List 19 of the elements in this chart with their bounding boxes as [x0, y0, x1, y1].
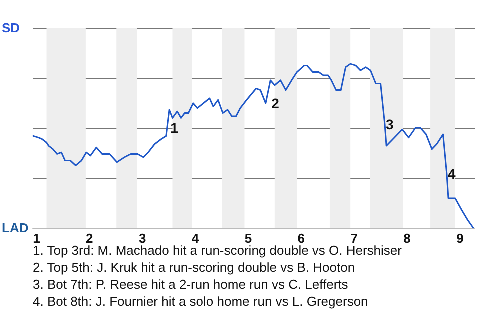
text: LAD	[2, 220, 29, 236]
text: 4. Bot 8th: J. Fournier hit a solo home run vs L. Gregerson	[33, 294, 368, 309]
x-tick-label: 1	[33, 231, 40, 246]
x-tick-label: 2	[86, 231, 94, 246]
x-tick-label: 7	[350, 231, 358, 246]
text: 1. Top 3rd: M. Machado hit a run-scoring double vs O. Hershiser	[33, 243, 403, 258]
annotation: 3	[386, 116, 394, 133]
text: 2. Top 5th: J. Kruk hit a run-scoring double vs B. Hooton	[33, 260, 356, 275]
x-tick-label: 8	[404, 231, 411, 246]
x-tick-label: 6	[298, 231, 305, 246]
text: SD	[2, 20, 20, 36]
annotation: 2	[272, 95, 280, 112]
annotation: 4	[448, 166, 456, 182]
x-tick-label: 3	[138, 231, 146, 246]
annotation: 1	[170, 120, 179, 136]
x-tick-label: 5	[244, 231, 252, 246]
x-tick-label: 9	[456, 231, 464, 246]
x-tick-label: 4	[192, 231, 200, 246]
text: 3. Bot 7th: P. Reese hit a 2-run home run vs C. Lefferts	[33, 277, 349, 292]
